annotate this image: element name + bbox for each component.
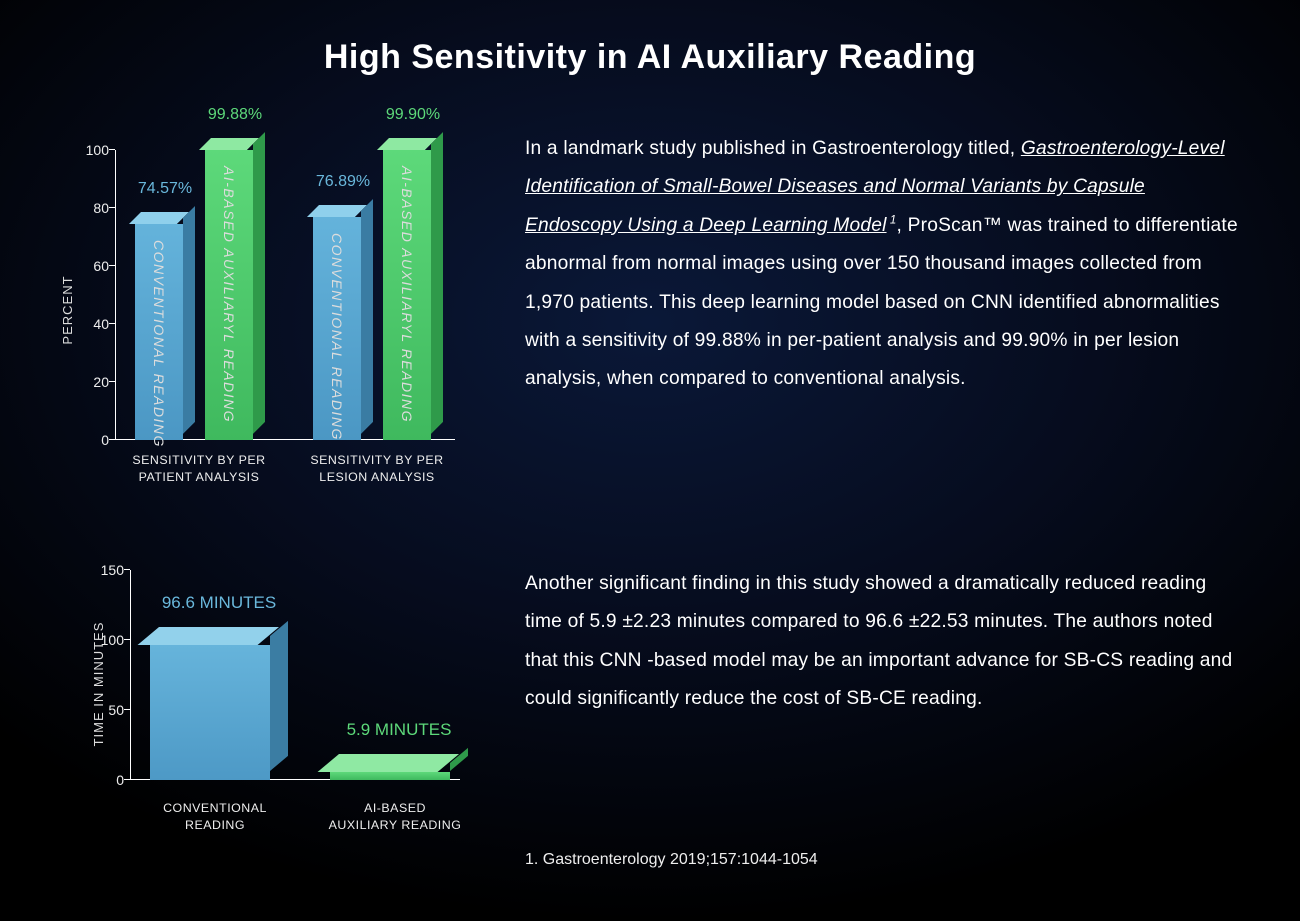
chart1-bar-value: 76.89% bbox=[316, 173, 370, 191]
chart1-axis-y bbox=[115, 150, 116, 440]
chart1-plot: 020406080100CONVENTIONAL READING74.57%AI… bbox=[115, 150, 455, 440]
bar-inner-label: AI-BASED AUXILIARYL READING bbox=[399, 166, 415, 423]
paragraph-1: In a landmark study published in Gastroe… bbox=[525, 130, 1245, 399]
chart1-category-label: SENSITIVITY BY PER PATIENT ANALYSIS bbox=[130, 452, 268, 485]
chart1-bar-value: 74.57% bbox=[138, 180, 192, 198]
chart2-bar bbox=[150, 645, 270, 780]
chart2-ytick: 150 bbox=[86, 562, 124, 578]
chart1-tickmark bbox=[109, 207, 115, 208]
chart2-axis-y bbox=[130, 570, 131, 780]
chart1-bar: AI-BASED AUXILIARYL READING bbox=[383, 150, 431, 440]
chart1-category-label: SENSITIVITY BY PER LESION ANALYSIS bbox=[308, 452, 446, 485]
chart2-category-label: AI-BASED AUXILIARY READING bbox=[320, 800, 470, 833]
para1-lead: In a landmark study published in Gastroe… bbox=[525, 138, 1021, 159]
bar-inner-label: CONVENTIONAL READING bbox=[329, 233, 345, 441]
chart1-tickmark bbox=[109, 439, 115, 440]
chart1-bar: CONVENTIONAL READING bbox=[313, 217, 361, 440]
chart1-bar-value: 99.90% bbox=[386, 106, 440, 124]
chart1-bar-value: 99.88% bbox=[208, 106, 262, 124]
chart2-bar-value: 96.6 MINUTES bbox=[162, 593, 276, 613]
chart1-yaxis-label: PERCENT bbox=[60, 275, 75, 344]
para1-sup: 1 bbox=[887, 214, 897, 226]
chart1-bar: CONVENTIONAL READING bbox=[135, 224, 183, 440]
chart1-bar: AI-BASED AUXILIARYL READING bbox=[205, 150, 253, 440]
chart2-ytick: 50 bbox=[86, 702, 124, 718]
citation: 1. Gastroenterology 2019;157:1044-1054 bbox=[525, 851, 818, 869]
chart2-tickmark bbox=[124, 569, 130, 570]
chart2-ytick: 100 bbox=[86, 632, 124, 648]
chart1-ytick: 60 bbox=[75, 258, 109, 274]
page-title: High Sensitivity in AI Auxiliary Reading bbox=[0, 38, 1300, 77]
chart2-tickmark bbox=[124, 709, 130, 710]
chart1-ytick: 80 bbox=[75, 200, 109, 216]
time-chart: TIME IN MINUTES 05010015096.6 MINUTESCON… bbox=[60, 550, 480, 870]
chart2-bar bbox=[330, 772, 450, 780]
chart1-tickmark bbox=[109, 323, 115, 324]
chart1-ytick: 40 bbox=[75, 316, 109, 332]
sensitivity-chart: PERCENT 0 20 40 60 80 100 CONVENTIONAL READING… bbox=[55, 120, 475, 500]
chart2-tickmark bbox=[124, 639, 130, 640]
chart1-ytick: 0 bbox=[75, 432, 109, 448]
para1-tail: , ProScan™ was trained to differentiate … bbox=[525, 215, 1238, 390]
chart1-tickmark bbox=[109, 265, 115, 266]
bar-inner-label: CONVENTIONAL READING bbox=[151, 240, 167, 448]
chart2-ytick: 0 bbox=[86, 772, 124, 788]
paragraph-2: Another significant finding in this stud… bbox=[525, 565, 1245, 719]
chart2-plot: 05010015096.6 MINUTESCONVENTIONAL READIN… bbox=[130, 570, 460, 780]
chart2-bar-value: 5.9 MINUTES bbox=[347, 720, 452, 740]
chart1-ytick: 20 bbox=[75, 374, 109, 390]
chart1-tickmark bbox=[109, 381, 115, 382]
chart2-tickmark bbox=[124, 779, 130, 780]
bar-inner-label: AI-BASED AUXILIARYL READING bbox=[221, 166, 237, 423]
chart2-category-label: CONVENTIONAL READING bbox=[140, 800, 290, 833]
chart1-tickmark bbox=[109, 149, 115, 150]
chart1-ytick: 100 bbox=[75, 142, 109, 158]
